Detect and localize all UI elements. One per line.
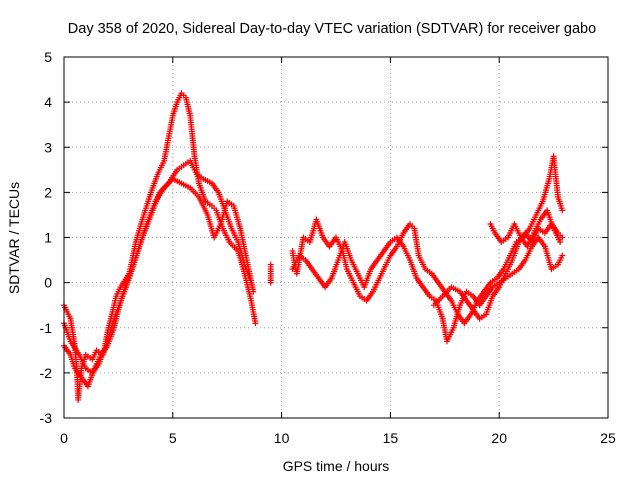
data-points <box>61 90 566 403</box>
y-tick-label: 2 <box>44 184 52 200</box>
data-point <box>267 279 274 286</box>
y-tick-label: 4 <box>44 94 52 110</box>
x-tick-label: 0 <box>60 430 68 446</box>
data-point <box>250 288 257 295</box>
y-tick-label: -1 <box>40 320 53 336</box>
x-axis-title: GPS time / hours <box>283 458 390 474</box>
x-tick-label: 20 <box>491 430 507 446</box>
chart-title: Day 358 of 2020, Sidereal Day-to-day VTE… <box>68 21 596 37</box>
y-tick-label: 1 <box>44 230 52 246</box>
x-tick-label: 15 <box>383 430 399 446</box>
data-point <box>559 207 566 214</box>
x-tick-label: 5 <box>169 430 177 446</box>
x-tick-label: 10 <box>274 430 290 446</box>
y-tick-label: -3 <box>40 410 53 426</box>
y-tick-label: 3 <box>44 139 52 155</box>
data-point <box>557 239 564 246</box>
x-tick-label: 25 <box>600 430 616 446</box>
data-point <box>559 252 566 259</box>
plot-frame <box>63 56 609 419</box>
y-tick-label: 5 <box>44 49 52 65</box>
y-tick-label: 0 <box>44 275 52 291</box>
y-axis-title: SDTVAR / TECUs <box>6 182 22 294</box>
y-tick-label: -2 <box>40 365 53 381</box>
data-point <box>252 320 259 327</box>
